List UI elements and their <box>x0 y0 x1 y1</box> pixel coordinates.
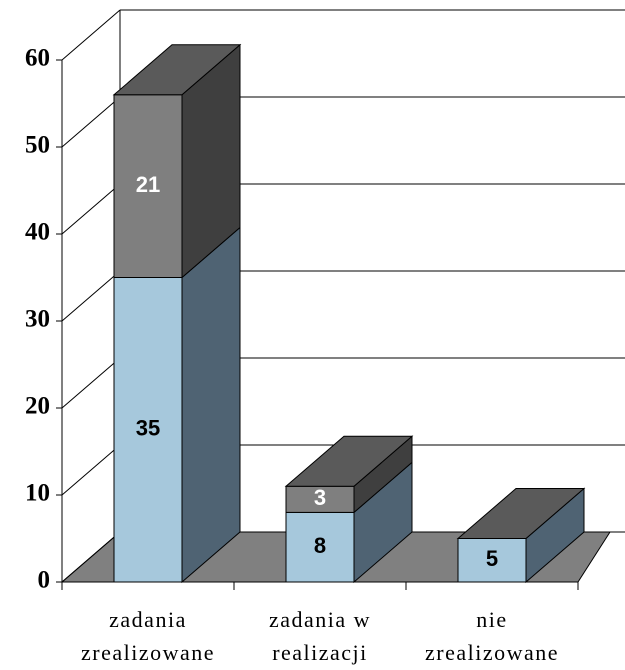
x-tick-label: nie zrealizowane <box>424 607 560 665</box>
bar-segment <box>113 277 183 583</box>
bar-segment <box>113 94 183 278</box>
bar-top <box>112 44 242 96</box>
data-label: 5 <box>486 546 498 571</box>
x-tick-label: zadania w realizacji <box>268 607 372 665</box>
bar-segment <box>285 511 355 583</box>
grid-line-side <box>61 357 121 409</box>
data-label: 3 <box>314 485 326 510</box>
bar-segment <box>457 538 527 583</box>
y-tick-label: 50 <box>25 132 50 159</box>
bar-side <box>181 226 241 584</box>
grid-line-side <box>61 183 121 235</box>
grid-line-side <box>61 444 121 496</box>
grid-line-side <box>61 270 121 322</box>
grid-line-side <box>61 531 121 583</box>
bar-top <box>456 488 586 539</box>
y-tick-label: 0 <box>38 567 51 594</box>
y-tick-label: 40 <box>25 219 50 246</box>
bar-segment <box>285 485 355 513</box>
grid-line-side <box>61 96 121 148</box>
y-tick-label: 30 <box>25 306 50 333</box>
grid-line-side <box>61 9 121 61</box>
x-tick-label: zadania zrealizowane <box>80 607 216 665</box>
y-tick-label: 60 <box>25 45 50 72</box>
data-label: 21 <box>136 172 160 197</box>
data-label: 35 <box>136 416 160 441</box>
y-tick-label: 10 <box>25 480 50 507</box>
y-tick-label: 20 <box>25 393 50 420</box>
bar-top <box>284 435 414 487</box>
data-label: 8 <box>314 533 326 558</box>
